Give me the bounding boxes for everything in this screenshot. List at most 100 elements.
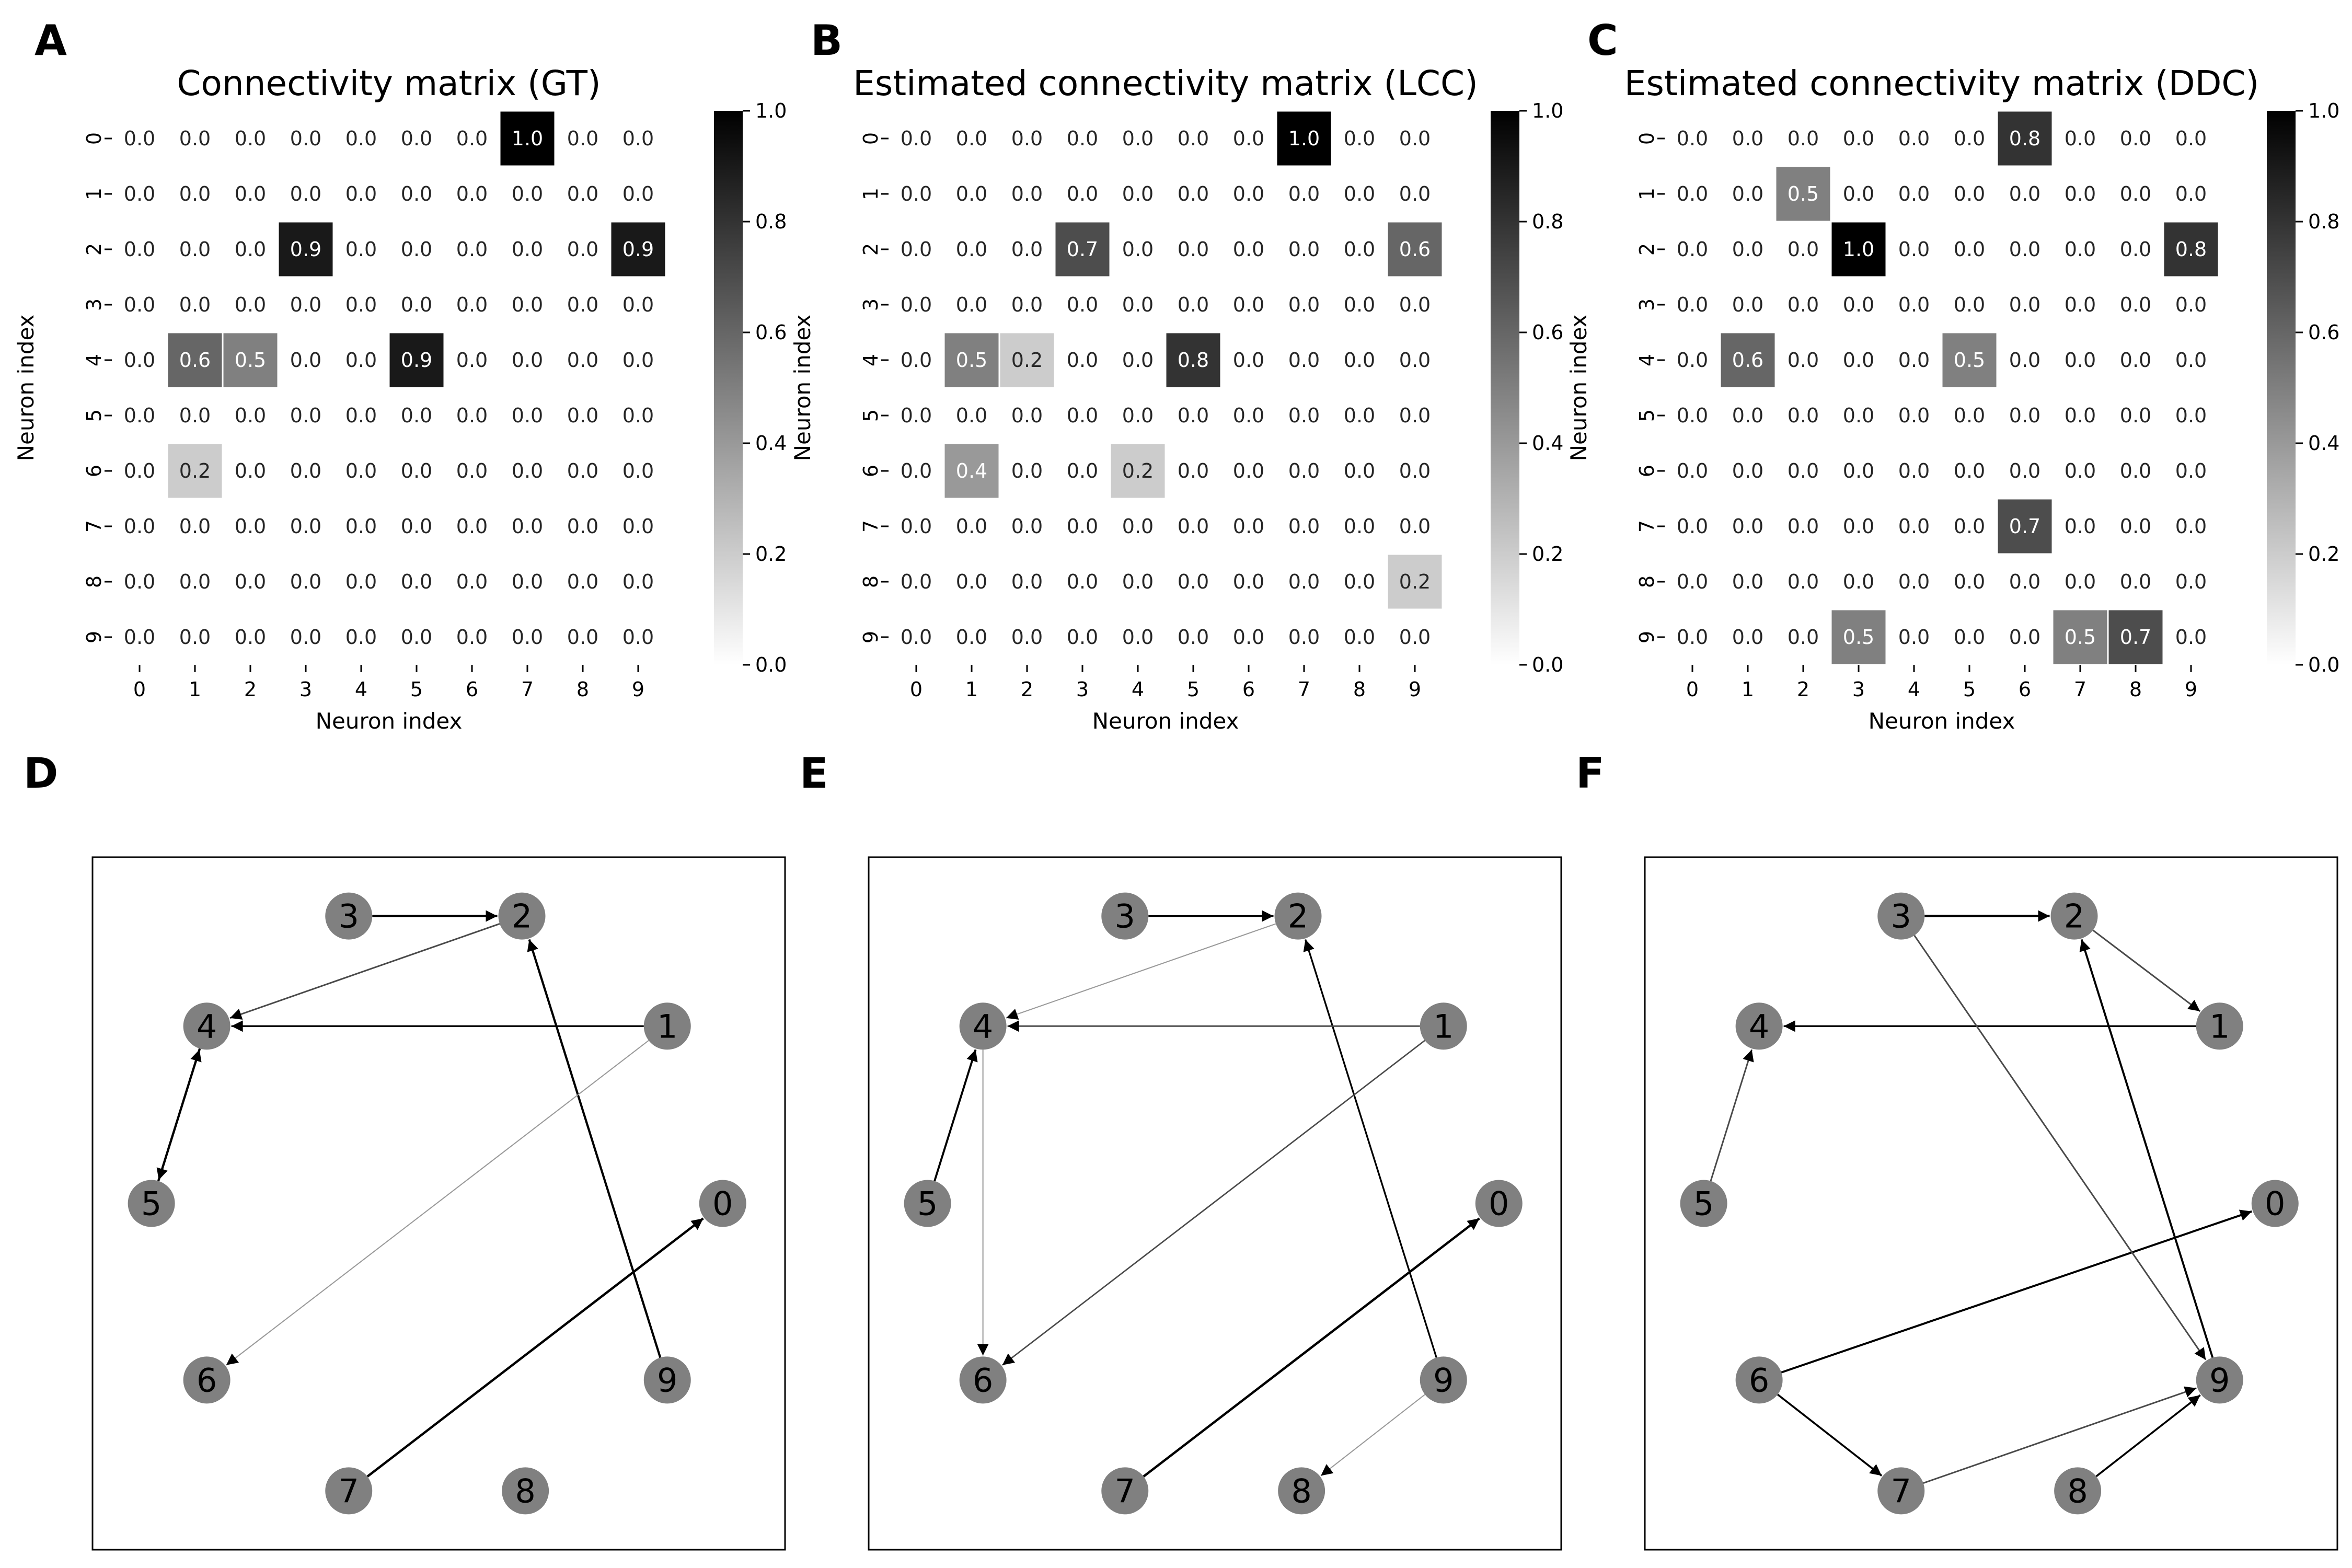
- heatmap-cell: [1665, 222, 1720, 277]
- cell-label: 0.0: [622, 515, 654, 538]
- heatmap-cell: [1276, 277, 1332, 332]
- heatmap-cell: [1942, 111, 1997, 166]
- heatmap-cell: [278, 111, 333, 166]
- y-tick-label: 1: [83, 188, 106, 200]
- x-tick-label: 3: [1852, 678, 1865, 701]
- heatmap-cell: [444, 609, 500, 665]
- graph-frame: [868, 856, 1562, 1551]
- heatmap-cell: [278, 388, 333, 443]
- cell-label: 0.0: [1233, 404, 1264, 427]
- cell-label: 0.0: [179, 182, 211, 205]
- heatmap-cell: [944, 388, 999, 443]
- cell-label: 0.0: [1288, 515, 1320, 538]
- y-tick-label: 1: [1635, 188, 1658, 200]
- heatmap-cell: [1775, 499, 1831, 554]
- heatmap-cell: [555, 609, 610, 665]
- x-tick-label: 5: [1187, 678, 1200, 701]
- cell-label: 0.0: [1399, 515, 1431, 538]
- cell-label: 0.0: [2175, 626, 2207, 649]
- heatmap-cell: [444, 277, 500, 332]
- heatmap-cell: [2051, 608, 2109, 666]
- heatmap-cell: [112, 277, 167, 332]
- graph-node: [959, 1356, 1007, 1404]
- node-label: 0: [1489, 1185, 1509, 1223]
- heatmap-cell: [1276, 222, 1332, 277]
- cell-label: 0.0: [1122, 349, 1154, 372]
- heatmap-cell: [278, 443, 333, 499]
- node-label: 1: [657, 1007, 677, 1045]
- colorbar-tick-label: 0.8: [2308, 210, 2339, 233]
- cell-label: 0.0: [2009, 349, 2040, 372]
- cell-label: 0.0: [567, 293, 598, 316]
- x-tick-label: 3: [299, 678, 312, 701]
- cell-label: 0.0: [901, 293, 932, 316]
- cell-label: 0.9: [622, 238, 654, 261]
- heatmap-cell: [1942, 554, 1997, 609]
- heatmap-cell: [1055, 443, 1110, 499]
- cell-label: 0.0: [1732, 570, 1763, 593]
- heatmap-cell: [500, 388, 555, 443]
- cell-label: 0.0: [2009, 293, 2040, 316]
- cell-label: 0.0: [1122, 570, 1154, 593]
- cell-label: 0.0: [956, 182, 987, 205]
- cell-label: 0.0: [622, 570, 654, 593]
- cell-label: 0.0: [1011, 515, 1043, 538]
- heatmap-cell: [167, 166, 223, 222]
- cell-label: 0.0: [1788, 127, 1819, 150]
- cell-label: 0.0: [1677, 293, 1708, 316]
- heatmap-cell: [2163, 111, 2219, 166]
- cell-label: 0.0: [2120, 127, 2151, 150]
- heatmap-cell: [889, 388, 944, 443]
- cell-label: 0.0: [2065, 293, 2096, 316]
- cell-label: 0.0: [1898, 127, 1930, 150]
- cell-label: 0.0: [1732, 293, 1763, 316]
- heatmap-cell: [1720, 609, 1775, 665]
- colorbar-tick-label: 0.8: [755, 210, 787, 233]
- cell-label: 0.0: [956, 293, 987, 316]
- cell-label: 0.0: [1067, 459, 1098, 482]
- graph-node: [699, 1180, 746, 1227]
- heatmap-cell: [1886, 388, 1942, 443]
- y-axis-label: Neuron index: [13, 315, 39, 462]
- cell-label: 0.0: [345, 182, 377, 205]
- heatmap-cell: [500, 609, 555, 665]
- heatmap-cell: [1110, 332, 1166, 388]
- cell-label: 0.0: [1178, 515, 1209, 538]
- graph-frame: [1644, 856, 2338, 1551]
- heatmap-cell: [389, 277, 444, 332]
- graph-node: [1735, 1002, 1783, 1050]
- cell-label: 0.0: [512, 349, 543, 372]
- heatmap-cell: [1387, 332, 1443, 388]
- cell-label: 0.7: [2009, 515, 2040, 538]
- heatmap-cell: [999, 554, 1055, 609]
- heatmap-cell: [333, 222, 389, 277]
- cell-label: 0.0: [2120, 238, 2151, 261]
- heatmap-cell: [500, 443, 555, 499]
- cell-label: 0.8: [2175, 238, 2207, 261]
- cell-label: 0.0: [1011, 570, 1043, 593]
- graph-edge: [2095, 1394, 2201, 1478]
- heatmap-cell: [944, 499, 999, 554]
- node-label: 4: [1749, 1007, 1769, 1045]
- heatmap-cell: [1942, 222, 1997, 277]
- cell-label: 0.0: [345, 127, 377, 150]
- cell-label: 0.0: [1732, 515, 1763, 538]
- heatmap-cell: [1720, 499, 1775, 554]
- heatmap-cell: [1055, 499, 1110, 554]
- heatmap-cell: [999, 222, 1055, 277]
- heatmap-cell: [1166, 443, 1221, 499]
- panel-letter-e: E: [800, 749, 828, 798]
- heatmap-cell: [610, 554, 666, 609]
- cell-label: 0.0: [456, 127, 488, 150]
- graph-edge: [2079, 939, 2214, 1358]
- heatmap-cell: [500, 554, 555, 609]
- heatmap-cell: [1166, 222, 1221, 277]
- graph-node: [2251, 1180, 2299, 1227]
- heatmap-cell: [555, 222, 610, 277]
- colorbar-tick-label: 0.2: [755, 543, 787, 566]
- heatmap-cell: [223, 609, 278, 665]
- heatmap-cell: [1720, 166, 1775, 222]
- heatmap-cell: [610, 499, 666, 554]
- heatmap-cell: [2108, 277, 2163, 332]
- cell-label: 0.0: [1843, 182, 1874, 205]
